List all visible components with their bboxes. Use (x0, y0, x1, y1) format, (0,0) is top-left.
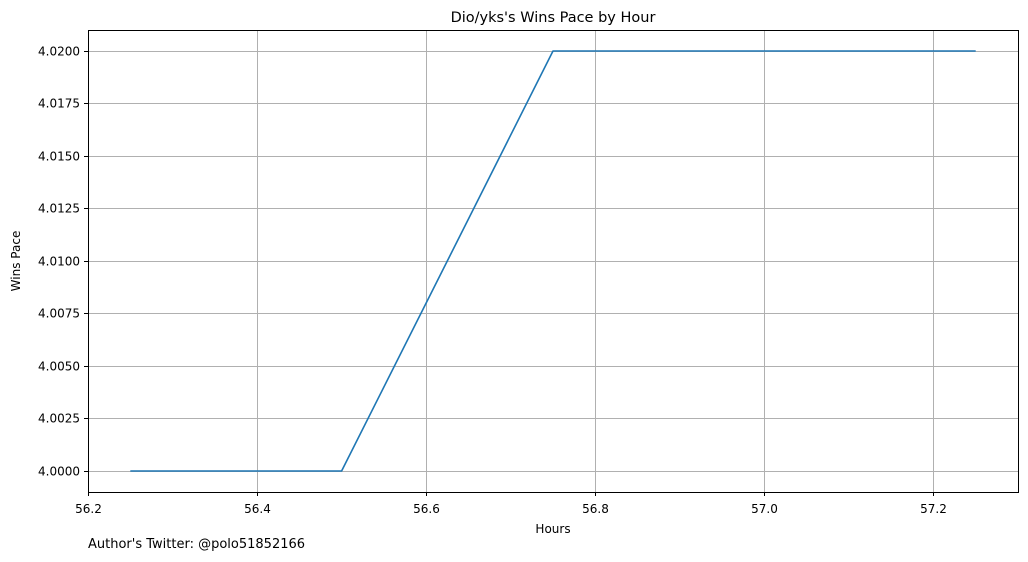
x-tick-label: 56.6 (413, 502, 440, 516)
series-line (130, 50, 976, 472)
x-tick-label: 56.4 (244, 502, 271, 516)
x-tick-label: 56.8 (582, 502, 609, 516)
y-tick-label: 4.0175 (38, 97, 80, 111)
author-credit: Author's Twitter: @polo51852166 (88, 537, 306, 552)
x-tick-label: 57.2 (920, 502, 947, 516)
y-tick-label: 4.0200 (38, 45, 80, 59)
x-axis-label: Hours (535, 522, 570, 536)
y-tick-label: 4.0100 (38, 255, 80, 269)
y-tick-label: 4.0150 (38, 150, 80, 164)
y-tick-label: 4.0025 (38, 412, 80, 426)
chart-title: Dio/yks's Wins Pace by Hour (451, 10, 656, 26)
x-tick-label: 57.0 (751, 502, 778, 516)
grid-lines (88, 30, 1018, 492)
x-axis: 56.2 56.4 56.6 56.8 57.0 57.2 (75, 492, 947, 516)
y-axis-label: Wins Pace (9, 231, 23, 292)
y-tick-label: 4.0075 (38, 307, 80, 321)
y-tick-label: 4.0000 (38, 465, 80, 479)
series-layer (130, 50, 976, 472)
x-tick-label: 56.2 (75, 502, 102, 516)
y-tick-label: 4.0050 (38, 360, 80, 374)
plot-frame (88, 30, 1019, 493)
y-axis: 4.0000 4.0025 4.0050 4.0075 4.0100 4.0125 4.01… (38, 45, 88, 479)
y-tick-label: 4.0125 (38, 202, 80, 216)
